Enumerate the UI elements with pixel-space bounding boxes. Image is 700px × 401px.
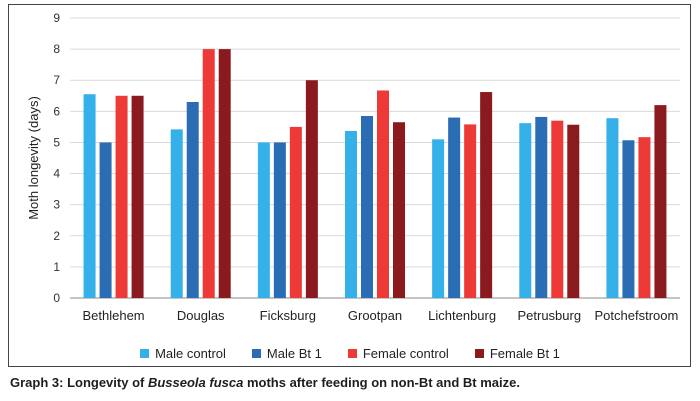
y-tick-label: 7 <box>53 73 60 87</box>
x-tick-label: Grootpan <box>348 308 402 323</box>
bar <box>606 118 619 298</box>
bar <box>654 105 667 298</box>
bar <box>305 80 318 298</box>
legend-swatch <box>347 348 357 358</box>
bar <box>464 124 477 299</box>
y-tick-label: 5 <box>53 135 60 149</box>
legend-label: Male control <box>155 345 226 361</box>
legend-label: Male Bt 1 <box>266 345 322 361</box>
bar <box>186 102 199 298</box>
bar <box>361 116 373 298</box>
bar <box>377 90 389 298</box>
bar <box>535 116 548 298</box>
y-tick-label: 9 <box>53 11 60 25</box>
x-tick-label: Lichtenburg <box>428 308 496 323</box>
legend-swatch <box>251 348 261 358</box>
bar <box>99 142 112 298</box>
legend-label: Female Bt 1 <box>489 345 560 361</box>
caption-suffix: moths after feeding on non-Bt and Bt mai… <box>243 375 520 390</box>
y-tick-label: 3 <box>53 198 60 212</box>
legend-item: Female control <box>347 345 449 361</box>
bar <box>115 95 128 299</box>
figure-caption: Graph 3: Longevity of Busseola fusca mot… <box>10 375 520 390</box>
bar <box>480 92 493 299</box>
x-tick-label: Bethlehem <box>82 308 144 323</box>
bar <box>519 123 532 299</box>
caption-prefix: Graph 3: Longevity of <box>10 375 148 390</box>
bar <box>131 95 144 299</box>
y-tick-label: 4 <box>53 167 60 181</box>
bar <box>83 94 96 298</box>
bar <box>567 124 580 298</box>
bar <box>170 129 183 298</box>
x-tick-label: Douglas <box>177 308 225 323</box>
bar <box>273 142 286 298</box>
bar <box>622 140 635 298</box>
y-tick-label: 2 <box>53 229 60 243</box>
y-tick-label: 8 <box>53 42 60 56</box>
bar <box>289 126 302 298</box>
bar <box>393 122 405 298</box>
y-tick-label: 1 <box>53 260 60 274</box>
bar <box>257 142 270 298</box>
bar <box>202 49 215 298</box>
legend-item: Female Bt 1 <box>474 345 560 361</box>
bar <box>638 137 651 298</box>
legend-item: Male control <box>140 345 226 361</box>
legend-label: Female control <box>362 345 449 361</box>
bar <box>218 49 231 298</box>
legend-item: Male Bt 1 <box>251 345 322 361</box>
y-tick-label: 6 <box>53 104 60 118</box>
x-tick-label: Petrusburg <box>517 308 581 323</box>
y-tick-label: 0 <box>53 291 60 305</box>
x-tick-label: Ficksburg <box>260 308 316 323</box>
y-axis-label: Moth longevity (days) <box>26 96 41 220</box>
bar <box>432 139 445 298</box>
chart-legend: Male control Male Bt 1 Female control Femal… <box>0 345 700 361</box>
bar <box>345 130 357 298</box>
bar <box>551 120 564 299</box>
bar <box>448 117 461 298</box>
x-tick-label: Potchefstroom <box>595 308 679 323</box>
legend-swatch <box>140 348 150 358</box>
caption-species: Busseola fusca <box>147 375 244 390</box>
legend-swatch <box>474 348 484 358</box>
